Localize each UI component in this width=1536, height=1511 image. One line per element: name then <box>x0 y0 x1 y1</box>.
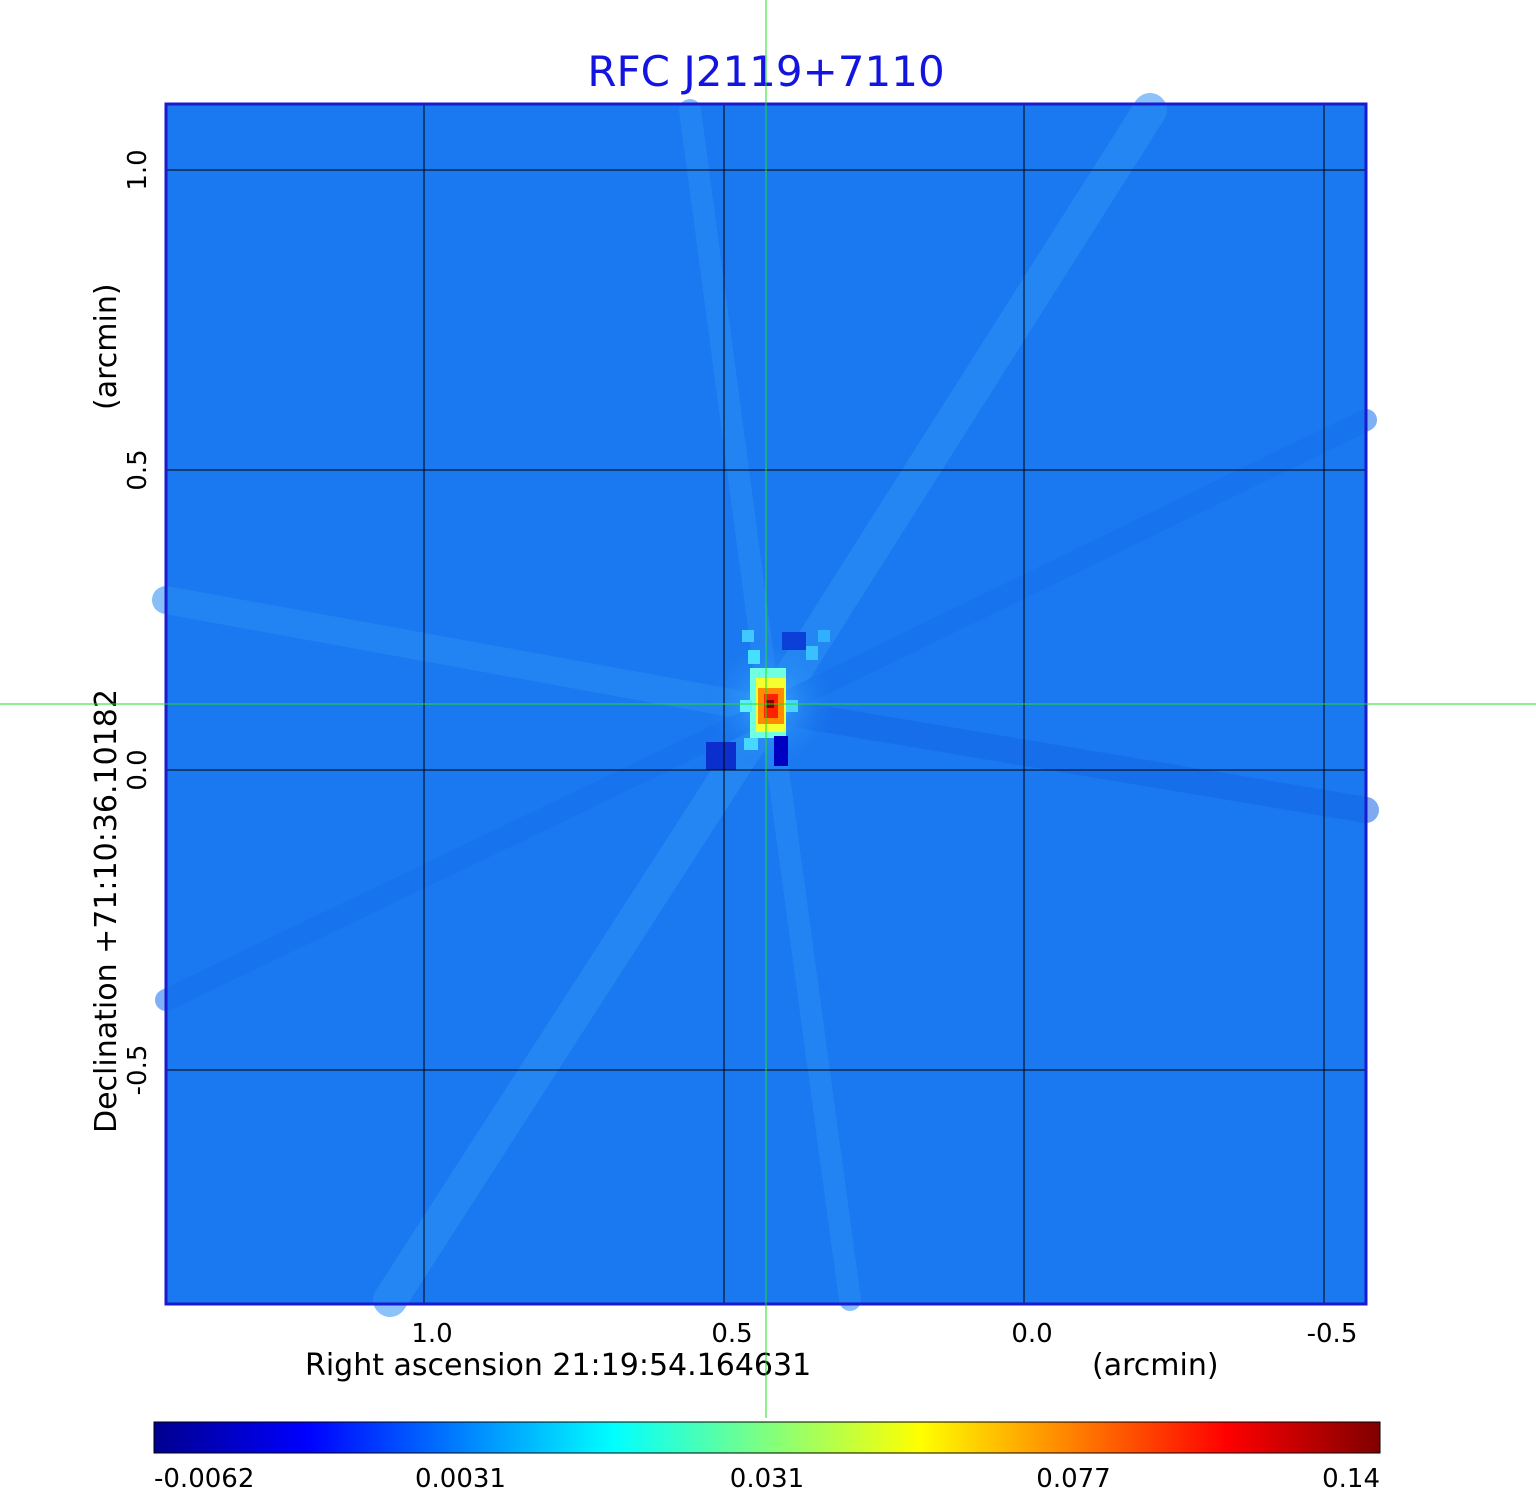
colorbar-tick-label: 0.031 <box>730 1464 804 1494</box>
y-tick-label: 0.5 <box>123 449 153 490</box>
x-tick-labels: 1.0 0.5 0.0 -0.5 <box>411 1319 1357 1349</box>
crosshair <box>0 0 1536 1418</box>
colorbar-tick-labels: -0.0062 0.0031 0.031 0.077 0.14 <box>154 1464 1380 1494</box>
x-tick-label: 1.0 <box>411 1319 452 1349</box>
x-tick-label: -0.5 <box>1307 1319 1358 1349</box>
y-axis-unit: (arcmin) <box>89 283 124 410</box>
colorbar <box>153 1421 1381 1454</box>
sidelobe-streaks <box>152 93 1379 1317</box>
y-tick-labels: 1.0 0.5 0.0 -0.5 <box>123 149 153 1095</box>
colorbar-tick-label: 0.077 <box>1036 1464 1110 1494</box>
colorbar-tick-label: 0.0031 <box>415 1464 506 1494</box>
y-axis-label: Declination +71:10:36.10182 <box>89 689 124 1133</box>
colorbar-tick-label: -0.0062 <box>154 1464 254 1494</box>
colorbar-tick-label: 0.14 <box>1322 1464 1380 1494</box>
y-tick-label: -0.5 <box>123 1045 153 1096</box>
x-axis-unit: (arcmin) <box>1092 1348 1219 1383</box>
x-tick-label: 0.5 <box>711 1319 752 1349</box>
source-core <box>706 630 830 770</box>
x-tick-label: 0.0 <box>1011 1319 1052 1349</box>
y-tick-label: 0.0 <box>123 749 153 790</box>
y-tick-label: 1.0 <box>123 149 153 190</box>
x-axis-label: Right ascension 21:19:54.164631 <box>305 1348 811 1383</box>
